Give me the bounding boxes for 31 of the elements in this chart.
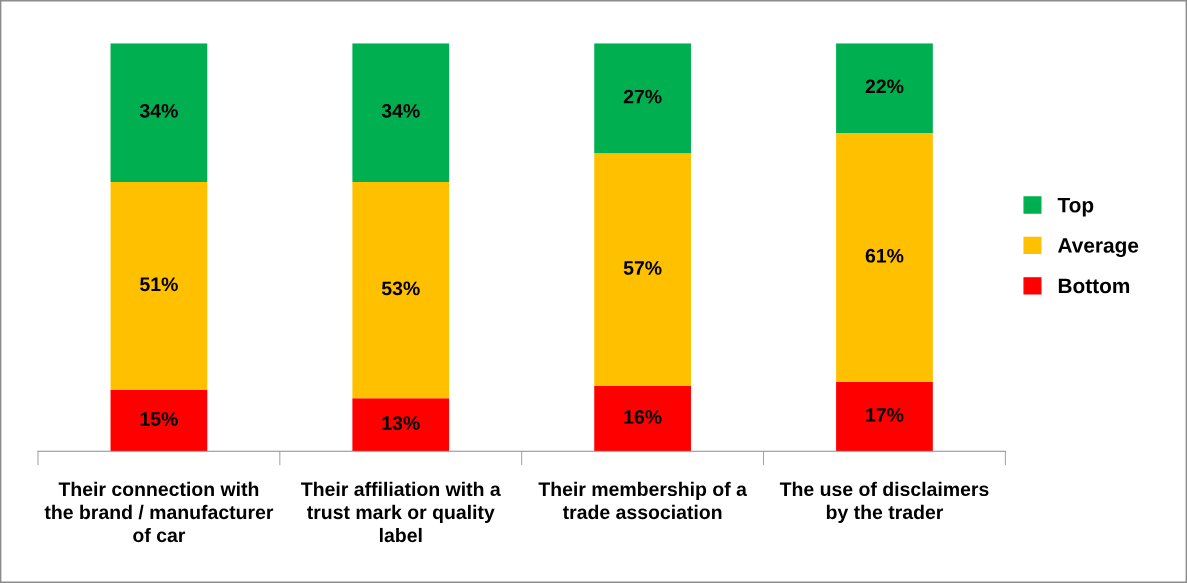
data-label: 17%: [866, 408, 904, 422]
bar: [836, 132, 933, 382]
data-label: 61%: [865, 248, 904, 263]
data-label: 34%: [381, 103, 420, 118]
bar: [594, 153, 691, 386]
bar: [594, 43, 691, 154]
data-label: 53%: [381, 281, 420, 296]
bar: [110, 43, 208, 182]
data-label: 16%: [624, 410, 662, 424]
bar: [110, 181, 208, 391]
data-label: 22%: [865, 79, 904, 94]
legend-label: Bottom: [1058, 278, 1130, 294]
bar: [836, 43, 933, 133]
data-label: 27%: [623, 89, 662, 104]
x-tick-label: Their affiliation with a trust mark or quality label: [301, 481, 501, 543]
legend-label: Top: [1057, 197, 1094, 217]
data-label: 51%: [140, 277, 178, 292]
bar: [352, 398, 450, 452]
bar: [836, 381, 933, 452]
x-tick-label: Their membership of a trade association: [538, 481, 748, 520]
data-label: 15%: [140, 412, 178, 426]
data-label: 57%: [623, 261, 662, 275]
data-label: 34%: [139, 103, 178, 118]
x-tick-label: Their connection with the brand / manufacturer of car: [44, 481, 274, 543]
bar: [110, 390, 208, 452]
bar: [352, 43, 450, 182]
legend-label: Average: [1057, 238, 1139, 257]
data-label: 13%: [382, 416, 420, 430]
x-tick-label: The use of disclaimers by the trader: [779, 481, 989, 523]
bar: [352, 181, 450, 399]
bar: [594, 385, 691, 452]
